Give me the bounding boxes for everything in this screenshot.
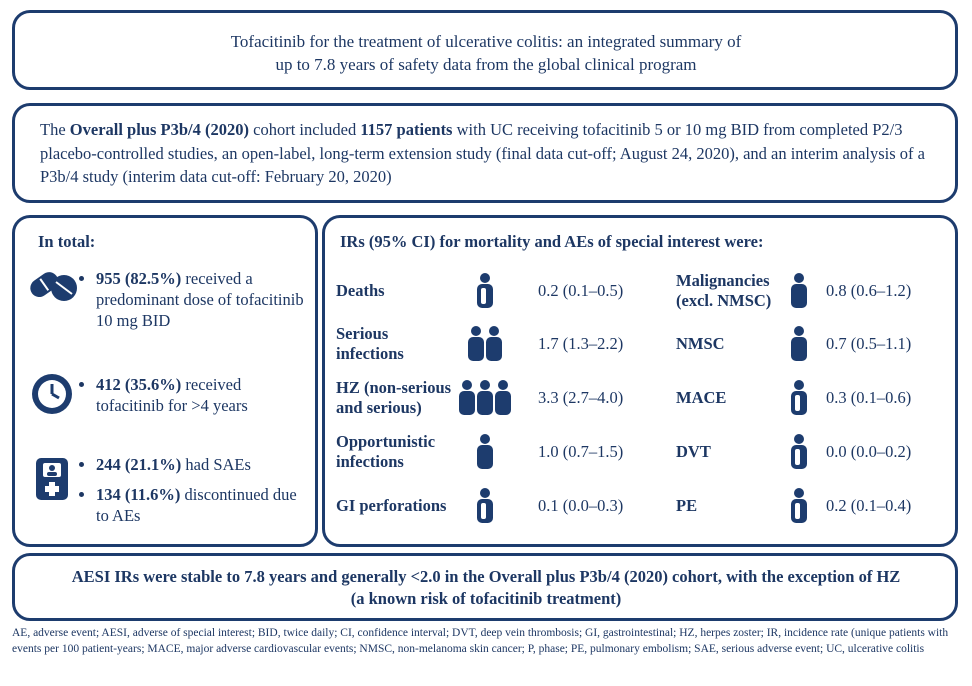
bullet-item: 244 (21.1%) had SAEs — [96, 454, 305, 475]
bullet-list: 955 (82.5%) received a predominant dose … — [80, 268, 305, 331]
row-label: PE — [676, 496, 698, 515]
row-value: 0.2 (0.1–0.4) — [826, 496, 912, 515]
person-icon — [791, 380, 807, 415]
text-segment: Overall plus P3b/4 (2020) — [69, 120, 249, 139]
row-value: 0.3 (0.1–0.6) — [826, 388, 912, 407]
person-icon — [468, 326, 502, 361]
row-label: MACE — [676, 388, 727, 407]
row-value: 1.7 (1.3–2.2) — [538, 334, 624, 353]
totals-group: 955 (82.5%) received a predominant dose … — [80, 268, 305, 340]
medical-icon — [36, 458, 68, 500]
person-icon — [477, 434, 493, 469]
row-label: Malignancies (excl. NMSC) — [676, 271, 772, 310]
row-value: 0.7 (0.5–1.1) — [826, 334, 912, 353]
person-icon — [791, 326, 807, 361]
rates-box — [322, 215, 958, 547]
text-segment: 134 (11.6%) — [96, 485, 181, 504]
person-icon — [791, 488, 807, 523]
text-segment: had SAEs — [181, 455, 251, 474]
totals-group: 244 (21.1%) had SAEs134 (11.6%) disconti… — [80, 454, 305, 535]
row-label: NMSC — [676, 334, 725, 353]
intro-text: The Overall plus P3b/4 (2020) cohort inc… — [40, 118, 940, 189]
person-icon — [791, 434, 807, 469]
totals-heading: In total: — [38, 232, 96, 251]
text-segment: 412 (35.6%) — [96, 375, 182, 394]
bullet-item: 412 (35.6%) received tofacitinib for >4 … — [96, 374, 305, 416]
row-label: DVT — [676, 442, 711, 461]
totals-box — [12, 215, 318, 547]
rates-heading: IRs (95% CI) for mortality and AEs of sp… — [340, 232, 764, 251]
row-value: 3.3 (2.7–4.0) — [538, 388, 624, 407]
text-segment: 244 (21.1%) — [96, 455, 182, 474]
person-icon — [459, 380, 511, 415]
text-segment: discontinued due to AEs — [96, 485, 297, 525]
text-segment: received tofacitinib for >4 years — [96, 375, 248, 415]
row-value: 0.8 (0.6–1.2) — [826, 281, 912, 300]
text-segment: The — [40, 120, 70, 139]
text-segment: received a predominant dose of tofacitin… — [96, 269, 304, 330]
title: Tofacitinib for the treatment of ulcerat… — [40, 30, 932, 76]
text-segment: with UC receiving tofacitinib 5 or 10 mg… — [40, 120, 925, 186]
row-label: Opportunistic infections — [336, 432, 436, 471]
row-label: Deaths — [336, 281, 385, 300]
conclusion-box — [12, 553, 958, 621]
text-segment: cohort included — [249, 120, 361, 139]
row-value: 0.2 (0.1–0.5) — [538, 281, 624, 300]
title-box — [12, 10, 958, 90]
pills-icon — [30, 272, 77, 301]
text-segment: 1157 patients — [360, 120, 453, 139]
title-line: Tofacitinib for the treatment of ulcerat… — [230, 32, 742, 51]
row-label: HZ (non-serious and serious) — [336, 378, 452, 417]
title-line: up to 7.8 years of safety data from the … — [275, 55, 697, 74]
totals-group: 412 (35.6%) received tofacitinib for >4 … — [80, 374, 305, 425]
person-icon — [477, 273, 493, 308]
person-icon — [791, 273, 807, 308]
clock-icon — [32, 374, 72, 414]
text-segment: 955 (82.5%) — [96, 269, 182, 288]
row-value: 0.0 (0.0–0.2) — [826, 442, 912, 461]
bullet-list: 244 (21.1%) had SAEs134 (11.6%) disconti… — [80, 454, 305, 526]
row-label: Serious infections — [336, 324, 404, 363]
row-label: GI perforations — [336, 496, 447, 515]
intro-box — [12, 103, 958, 203]
row-value: 0.1 (0.0–0.3) — [538, 496, 624, 515]
bullet-list: 412 (35.6%) received tofacitinib for >4 … — [80, 374, 305, 416]
person-icon — [477, 488, 493, 523]
row-value: 1.0 (0.7–1.5) — [538, 442, 624, 461]
bullet-item: 955 (82.5%) received a predominant dose … — [96, 268, 305, 331]
footnote: AE, adverse event; AESI, adverse of spec… — [12, 627, 949, 655]
conclusion: AESI IRs were stable to 7.8 years and ge… — [71, 567, 901, 608]
bullet-item: 134 (11.6%) discontinued due to AEs — [96, 484, 305, 526]
